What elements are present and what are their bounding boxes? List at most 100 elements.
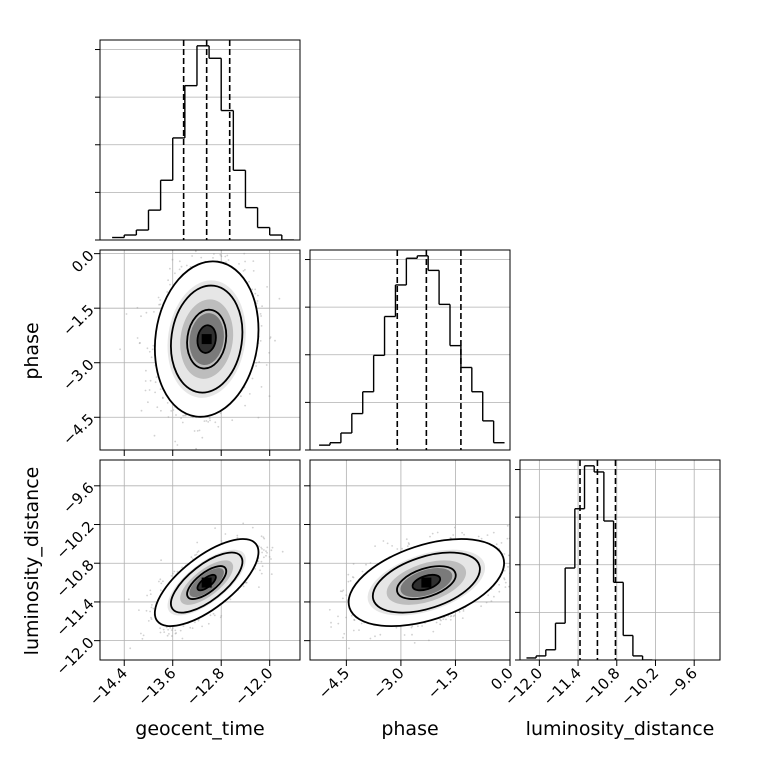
density-peak bbox=[201, 577, 212, 588]
scatter-point bbox=[196, 228, 198, 230]
scatter-point bbox=[352, 629, 355, 632]
scatter-point bbox=[342, 636, 344, 639]
scatter-point bbox=[226, 254, 229, 257]
contour-line bbox=[170, 284, 244, 394]
scatter-point bbox=[180, 265, 183, 268]
scatter-point bbox=[197, 619, 200, 622]
scatter-point bbox=[159, 303, 162, 306]
scatter-point bbox=[175, 414, 177, 416]
scatter-point bbox=[163, 631, 166, 633]
scatter-point bbox=[162, 580, 164, 583]
scatter-point bbox=[245, 581, 248, 584]
scatter-point bbox=[220, 255, 223, 258]
scatter-point bbox=[255, 361, 258, 364]
scatter-point bbox=[379, 633, 382, 636]
scatter-point bbox=[145, 369, 147, 372]
scatter-point bbox=[257, 416, 260, 419]
scatter-point bbox=[503, 578, 506, 581]
scatter-point bbox=[260, 546, 262, 549]
scatter-point bbox=[462, 608, 465, 611]
scatter-point bbox=[141, 637, 144, 640]
scatter-point bbox=[504, 581, 507, 584]
scatter-point bbox=[536, 584, 538, 586]
contour-line bbox=[170, 551, 244, 614]
scatter-point bbox=[266, 551, 268, 554]
scatter-point bbox=[445, 618, 447, 621]
scatter-point bbox=[492, 531, 495, 534]
scatter-point bbox=[369, 562, 372, 564]
scatter-point bbox=[449, 618, 452, 621]
scatter-point bbox=[429, 535, 431, 538]
scatter-point bbox=[191, 627, 194, 630]
scatter-point bbox=[486, 534, 489, 536]
scatter-point bbox=[191, 255, 194, 257]
scatter-point bbox=[214, 421, 217, 424]
scatter-point bbox=[159, 631, 162, 634]
scatter-point bbox=[506, 537, 509, 540]
scatter-point bbox=[172, 409, 175, 411]
pair-panel-geocent-time-vs-phase: −4.5−3.0−1.50.0 bbox=[59, 228, 301, 456]
scatter-point bbox=[337, 622, 340, 625]
scatter-point bbox=[341, 590, 344, 593]
scatter-point bbox=[365, 563, 367, 566]
scatter-point bbox=[507, 554, 510, 557]
scatter-point bbox=[242, 522, 245, 525]
scatter-point bbox=[248, 280, 251, 283]
y-tick-label: −1.5 bbox=[59, 301, 97, 339]
scatter-point bbox=[154, 391, 157, 394]
scatter-point bbox=[382, 540, 385, 542]
scatter-point bbox=[255, 302, 258, 304]
scatter-point bbox=[328, 608, 331, 611]
scatter-point bbox=[269, 337, 271, 340]
scatter-point bbox=[173, 570, 176, 573]
scatter-point bbox=[167, 279, 170, 282]
scatter-point bbox=[259, 569, 261, 572]
scatter-point bbox=[171, 258, 174, 261]
scatter-point bbox=[200, 256, 203, 259]
y-tick-label: −10.2 bbox=[52, 517, 97, 562]
scatter-point bbox=[161, 396, 164, 399]
scatter-point bbox=[374, 545, 376, 547]
scatter-point bbox=[194, 621, 196, 624]
scatter-point bbox=[259, 340, 262, 342]
scatter-point bbox=[480, 537, 483, 540]
contour-line bbox=[396, 565, 457, 600]
scatter-point bbox=[251, 288, 254, 291]
scatter-point bbox=[265, 364, 268, 366]
scatter-point bbox=[140, 315, 142, 318]
scatter-point bbox=[169, 283, 171, 286]
scatter-point bbox=[160, 409, 162, 412]
scatter-point bbox=[347, 580, 350, 583]
scatter-point bbox=[350, 614, 353, 617]
scatter-point bbox=[374, 635, 376, 638]
scatter-point bbox=[198, 429, 201, 432]
scatter-point bbox=[511, 536, 513, 538]
scatter-point bbox=[407, 542, 410, 544]
scatter-point bbox=[450, 615, 453, 617]
scatter-point bbox=[345, 594, 348, 596]
scatter-point bbox=[265, 554, 267, 557]
scatter-point bbox=[196, 541, 199, 544]
scatter-point bbox=[244, 260, 247, 263]
scatter-point bbox=[212, 257, 214, 259]
scatter-point bbox=[500, 542, 503, 544]
scatter-point bbox=[352, 563, 355, 565]
scatter-point bbox=[260, 325, 263, 327]
scatter-point bbox=[171, 627, 174, 629]
scatter-point bbox=[208, 417, 211, 420]
scatter-point bbox=[348, 647, 350, 650]
panel-plot-area bbox=[520, 460, 720, 660]
scatter-point bbox=[504, 586, 507, 588]
scatter-point bbox=[260, 386, 263, 388]
scatter-point bbox=[225, 261, 227, 263]
scatter-point bbox=[461, 531, 463, 534]
scatter-point bbox=[395, 626, 398, 629]
scatter-point bbox=[349, 580, 352, 582]
scatter-point bbox=[213, 253, 215, 255]
scatter-point bbox=[330, 621, 332, 624]
x-tick-label: −13.6 bbox=[134, 664, 179, 709]
scatter-point bbox=[260, 572, 263, 575]
scatter-point bbox=[259, 313, 262, 315]
scatter-point bbox=[174, 632, 177, 635]
